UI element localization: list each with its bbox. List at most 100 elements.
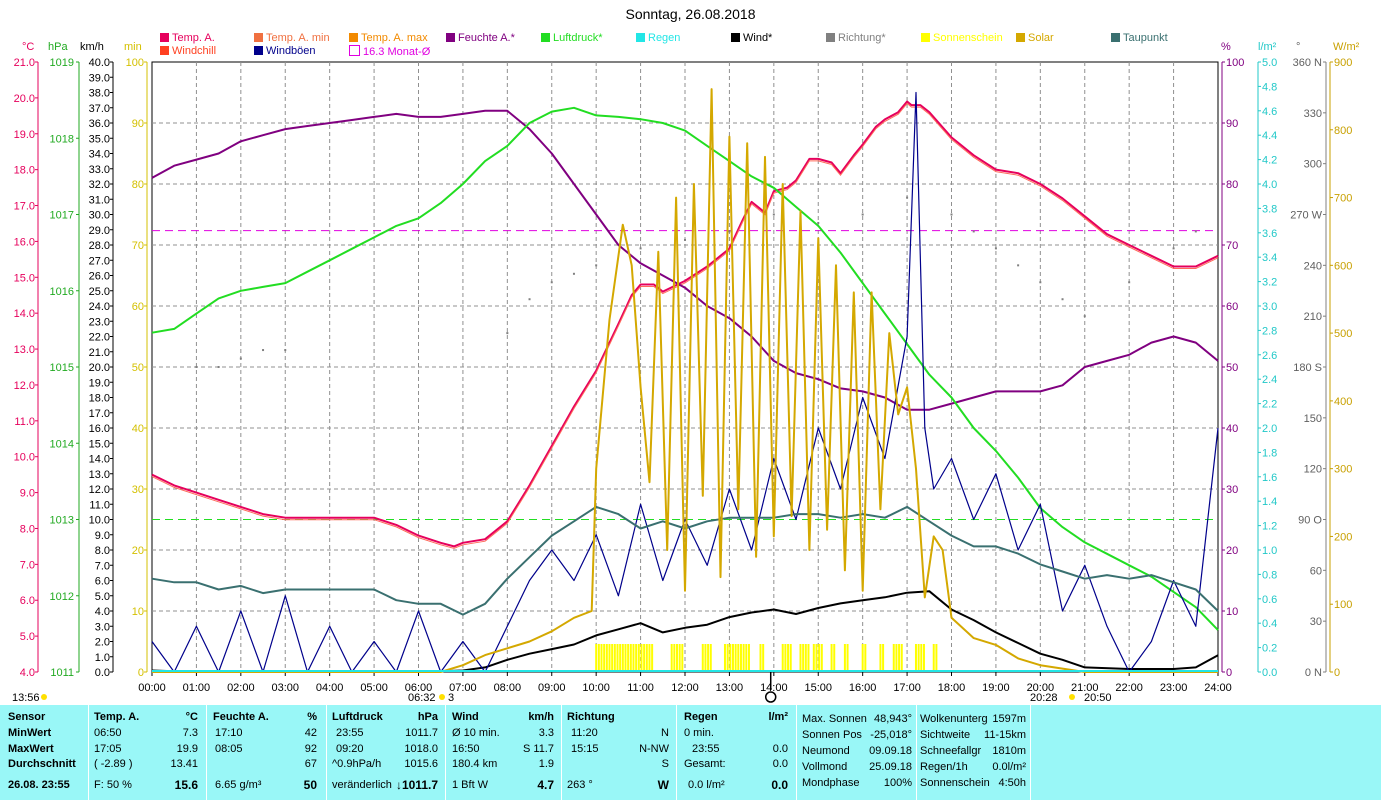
direction-tick-label: 180 S (1293, 362, 1322, 374)
wind-axis-tick-label: 25.0 (89, 286, 110, 298)
direction-point (1061, 298, 1064, 301)
x-tick-label: 12:00 (671, 682, 699, 694)
rain-axis-tick-label: 3.4 (1262, 252, 1277, 264)
legend-item-16-3-monat: 16.3 Monat-Ø (349, 45, 430, 58)
series-temp-a (151, 100, 1219, 548)
moonphase-value: 100% (883, 777, 912, 789)
legend-item-temp-a: Temp. A. (160, 32, 215, 45)
pressure-axis-tick-label: 1015 (50, 362, 74, 374)
direction-tick-label: 150 (1304, 413, 1322, 425)
wind-axis-tick-label: 11.0 (89, 499, 110, 511)
temp-axis-tick-label: 9.0 (20, 488, 35, 500)
direction-tick-label: 0 N (1305, 667, 1322, 679)
dir-min-value: N (661, 727, 669, 739)
wind-distance: 180.4 km (452, 758, 498, 770)
direction-point (1194, 230, 1197, 233)
dir-max-time: 15:15 (571, 743, 599, 755)
pressure-axis-tick-label: 1012 (50, 591, 74, 603)
dir-header: Richtung (567, 711, 615, 723)
temp-axis-tick-label: 10.0 (14, 452, 35, 464)
x-tick-label: 05:00 (360, 682, 388, 694)
direction-point (1172, 247, 1175, 250)
humidity-axis-tick-label: 20 (1226, 545, 1238, 557)
rain-total-value: 0.0 (772, 758, 788, 770)
legend-label: Regen (648, 32, 681, 44)
temp-axis-tick-label: 5.0 (20, 631, 35, 643)
legend-item-regen: Regen (636, 32, 680, 45)
fullmoon-label: Vollmond (802, 761, 848, 773)
legend-item-temp-a-min: Temp. A. min (254, 32, 330, 45)
legend-swatch (826, 33, 835, 42)
pressure-axis-tick-label: 1016 (50, 286, 74, 298)
sunrise-extra: 3 (448, 692, 454, 704)
direction-column: Richtung 11:20 N 15:15 N-NW S 263 ° W (567, 705, 673, 800)
rain-axis-tick-label: 1.6 (1262, 472, 1277, 484)
wind-axis-tick-label: 36.0 (89, 118, 110, 130)
wind-axis-tick-label: 18.0 (89, 393, 110, 405)
direction-point (994, 247, 997, 250)
x-tick-label: 20:00 (1027, 682, 1055, 694)
humidity-axis-tick-label: 100 (1226, 57, 1244, 69)
temp-axis-tick-label: 17.0 (14, 201, 35, 213)
legend-label: Taupunkt (1123, 32, 1168, 44)
wind-current-value: 4.7 (537, 778, 554, 792)
moonphase-label: Mondphase (802, 777, 860, 789)
wind-axis-tick-label: 34.0 (89, 149, 110, 161)
current-date: 26.08. 23:55 (8, 779, 70, 791)
temp-min-time: 06:50 (94, 727, 122, 739)
hum-abs: 6.65 g/m³ (215, 779, 262, 791)
wind-axis-tick-label: 35.0 (89, 133, 110, 145)
dir-current-value: W (657, 778, 669, 792)
x-tick-label: 09:00 (538, 682, 566, 694)
temp-axis-tick-label: 14.0 (14, 308, 35, 320)
pressure-axis-tick-label: 1013 (50, 515, 74, 527)
x-tick-label: 08:00 (494, 682, 522, 694)
legend-item-richtung: Richtung* (826, 32, 886, 45)
legend-swatch (160, 33, 169, 42)
rain1h-value: 0.0l/m² (992, 761, 1026, 773)
legend-swatch (349, 45, 360, 56)
direction-point (639, 247, 642, 250)
dir-avg-value: S (661, 758, 669, 770)
sun-pos-value: -25,018° (870, 729, 912, 741)
solar-axis-tick-label: 500 (1334, 328, 1352, 340)
temp-axis-tick-label: 7.0 (20, 559, 35, 571)
temp-current-label: F: 50 % (94, 779, 132, 791)
wind-max-value: S 11.7 (523, 743, 554, 755)
rain-axis-tick-label: 3.6 (1262, 228, 1277, 240)
direction-point (1039, 281, 1042, 284)
fullmoon-value: 25.09.18 (869, 761, 912, 773)
rain-total-label: Gesamt: (684, 758, 726, 770)
rain-axis-tick-label: 4.8 (1262, 81, 1277, 93)
humidity-axis-tick-label: 40 (1226, 423, 1238, 435)
hum-unit: % (307, 711, 317, 723)
press-unit: hPa (417, 711, 438, 723)
wind-axis-tick-label: 16.0 (89, 423, 110, 435)
rain-axis-tick-label: 3.2 (1262, 277, 1277, 289)
x-tick-label: 00:00 (138, 682, 166, 694)
rain-axis-tick-label: 5.0 (1262, 57, 1277, 69)
wind-axis-tick-label: 3.0 (95, 621, 110, 633)
legend-label: Temp. A. (172, 32, 215, 44)
wind-axis-tick-label: 9.0 (95, 530, 110, 542)
wind-avg-label: Ø 10 min. (452, 727, 500, 739)
legend-label: Windböen (266, 45, 316, 57)
legend-label: 16.3 Monat-Ø (363, 46, 431, 58)
snowline-value: 1810m (992, 745, 1026, 757)
temp-max-value: 19.9 (176, 743, 198, 755)
humidity-axis-tick-label: 50 (1226, 362, 1238, 374)
rain-axis-tick-label: 2.2 (1262, 399, 1277, 411)
solar-axis-tick-label: 400 (1334, 396, 1352, 408)
wind-axis-tick-label: 33.0 (89, 164, 110, 176)
x-tick-label: 15:00 (804, 682, 832, 694)
minutes-axis-tick-label: 70 (132, 240, 144, 252)
x-tick-label: 10:00 (582, 682, 610, 694)
sunshine-label: Sonnenschein (920, 777, 990, 789)
legend-label: Temp. A. min (266, 32, 330, 44)
rain-header: Regen (684, 711, 718, 723)
sunset-time-2: 20:50 (1084, 692, 1112, 704)
minutes-axis-tick-label: 80 (132, 179, 144, 191)
legend-label: Luftdruck* (553, 32, 603, 44)
wind-axis-tick-label: 32.0 (89, 179, 110, 191)
direction-point (728, 230, 731, 233)
